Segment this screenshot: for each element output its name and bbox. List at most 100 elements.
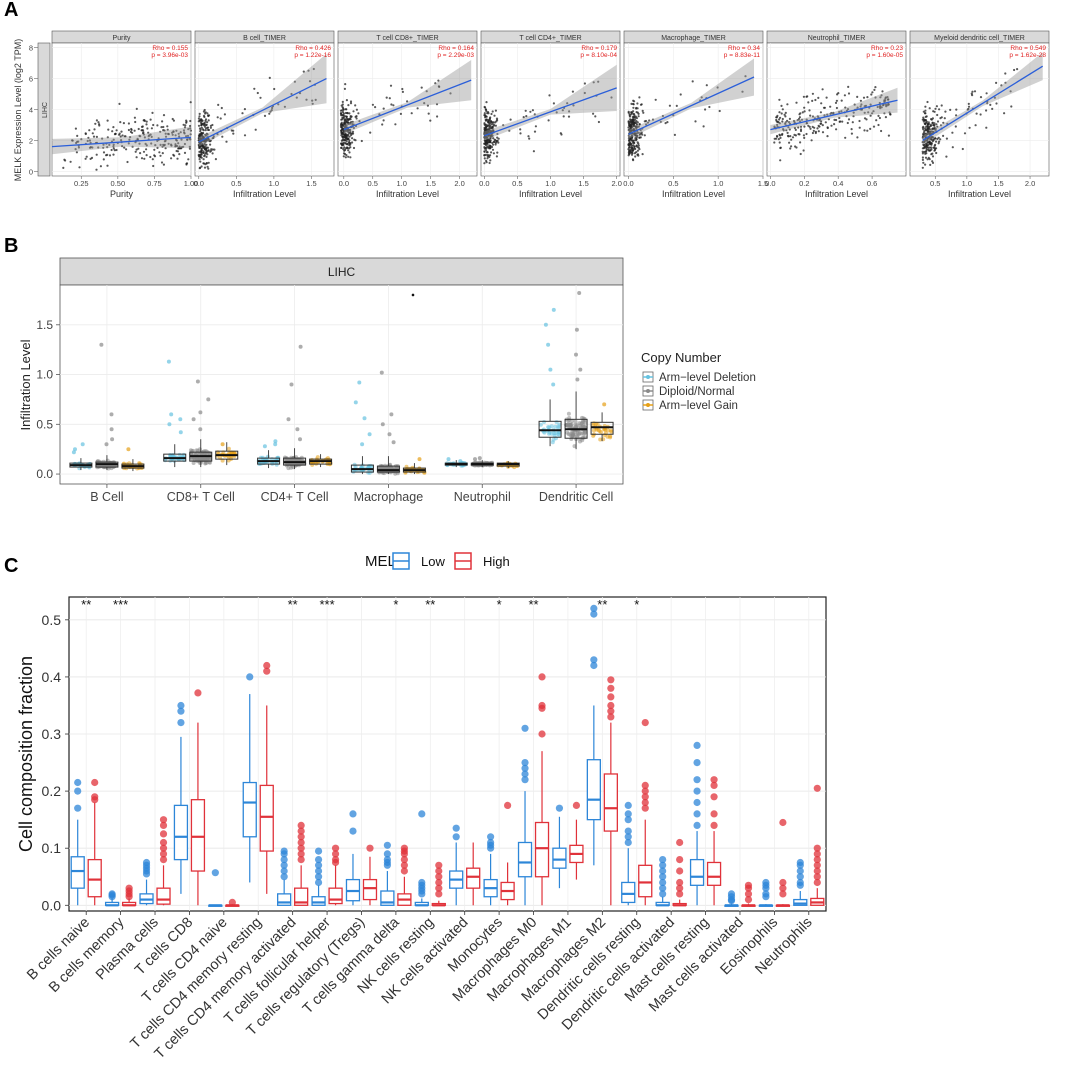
scatter-point xyxy=(347,121,350,124)
facet-title: Macrophage_TIMER xyxy=(661,35,726,42)
scatter-point xyxy=(884,103,888,106)
regression-line xyxy=(770,99,898,131)
box-low-4 xyxy=(208,869,223,907)
scatter-point xyxy=(489,139,492,142)
scatter-point xyxy=(374,106,377,109)
scatter-point xyxy=(134,150,137,153)
panel-a-facet-7: Myeloid dendritic cell_TIMER Rho = 0.549p… xyxy=(909,30,1050,199)
scatter-point xyxy=(381,123,384,126)
scatter-point xyxy=(483,112,486,115)
outlier-point xyxy=(548,367,553,372)
outlier-point xyxy=(314,856,323,864)
significance-mark: * xyxy=(497,597,502,612)
scatter-point xyxy=(203,142,206,145)
outlier-point xyxy=(191,417,196,422)
outlier-point xyxy=(314,873,323,881)
outlier-point xyxy=(206,397,211,402)
scatter-point xyxy=(635,117,639,120)
scatter-point xyxy=(954,125,957,128)
scatter-point xyxy=(1009,90,1012,93)
scatter-point xyxy=(821,88,824,91)
scatter-point xyxy=(522,116,525,119)
scatter-point xyxy=(182,123,185,126)
scatter-point xyxy=(568,110,571,113)
y-tick-label: 0.0 xyxy=(36,467,53,481)
scatter-point xyxy=(486,141,489,144)
scatter-point xyxy=(198,145,201,148)
scatter-point xyxy=(645,123,648,126)
scatter-point xyxy=(991,107,994,110)
box-arm-level-deletion-3 xyxy=(350,380,375,475)
scatter-point xyxy=(188,147,191,150)
panel-a-y-tick-label: 0 xyxy=(29,167,33,176)
scatter-point xyxy=(492,121,495,124)
scatter-point xyxy=(189,129,192,132)
panel-a-y-axis-title: MELK Expression Level (log2 TPM) xyxy=(13,39,23,181)
scatter-point xyxy=(484,116,487,119)
outlier-point xyxy=(796,873,804,881)
scatter-point xyxy=(860,103,863,106)
scatter-point xyxy=(1016,68,1019,71)
outlier-point xyxy=(504,801,512,810)
scatter-point xyxy=(273,87,276,91)
facet-title: Myeloid dendritic cell_TIMER xyxy=(934,35,1025,42)
scatter-point xyxy=(156,124,159,127)
scatter-point xyxy=(159,130,162,133)
outlier-point xyxy=(659,873,667,881)
jitter-point xyxy=(556,426,561,431)
outlier-point xyxy=(676,878,684,887)
x-tick-label: 2.0 xyxy=(454,179,464,188)
scatter-point xyxy=(691,80,694,83)
scatter-point xyxy=(945,137,949,140)
scatter-point xyxy=(525,115,528,118)
scatter-point xyxy=(182,129,186,132)
scatter-point xyxy=(931,161,935,164)
box-iqr xyxy=(277,893,292,906)
scatter-point xyxy=(221,135,224,138)
scatter-point xyxy=(834,101,838,104)
scatter-point xyxy=(253,87,256,90)
scatter-point xyxy=(634,133,637,136)
scatter-point xyxy=(642,111,645,114)
scatter-point xyxy=(207,128,211,132)
scatter-point xyxy=(597,120,601,124)
scatter-point xyxy=(357,112,360,115)
jitter-point xyxy=(591,433,596,438)
scatter-point xyxy=(71,139,74,142)
x-tick-label: 1.0 xyxy=(962,179,972,188)
scatter-point xyxy=(780,112,783,115)
x-tick-label: 0.5 xyxy=(930,179,940,188)
scatter-point xyxy=(342,143,345,146)
scatter-point xyxy=(877,114,880,117)
scatter-point xyxy=(630,144,634,147)
outlier-point xyxy=(400,856,408,864)
scatter-point xyxy=(219,117,222,120)
scatter-point xyxy=(832,111,835,114)
scatter-point xyxy=(484,108,487,111)
scatter-point xyxy=(341,103,344,106)
scatter-point xyxy=(185,162,188,165)
scatter-point xyxy=(339,109,342,112)
scatter-point xyxy=(486,131,489,134)
scatter-point xyxy=(943,117,946,120)
scatter-point xyxy=(566,102,569,105)
jitter-point xyxy=(606,428,611,433)
scatter-point xyxy=(923,146,926,149)
scatter-point xyxy=(491,110,494,113)
outlier-point xyxy=(297,844,305,852)
scatter-point xyxy=(636,149,640,152)
scatter-point xyxy=(862,96,866,99)
scatter-point xyxy=(343,131,346,134)
scatter-point xyxy=(648,119,651,122)
scatter-point xyxy=(217,103,220,106)
scatter-point xyxy=(205,143,208,146)
box-low-20 xyxy=(758,878,774,907)
scatter-point xyxy=(489,125,492,128)
outlier-point xyxy=(159,856,168,864)
outlier-point xyxy=(109,427,114,432)
box-low-5 xyxy=(242,673,257,883)
outlier-point xyxy=(676,838,684,847)
scatter-point xyxy=(203,136,206,139)
jitter-point xyxy=(591,428,596,433)
